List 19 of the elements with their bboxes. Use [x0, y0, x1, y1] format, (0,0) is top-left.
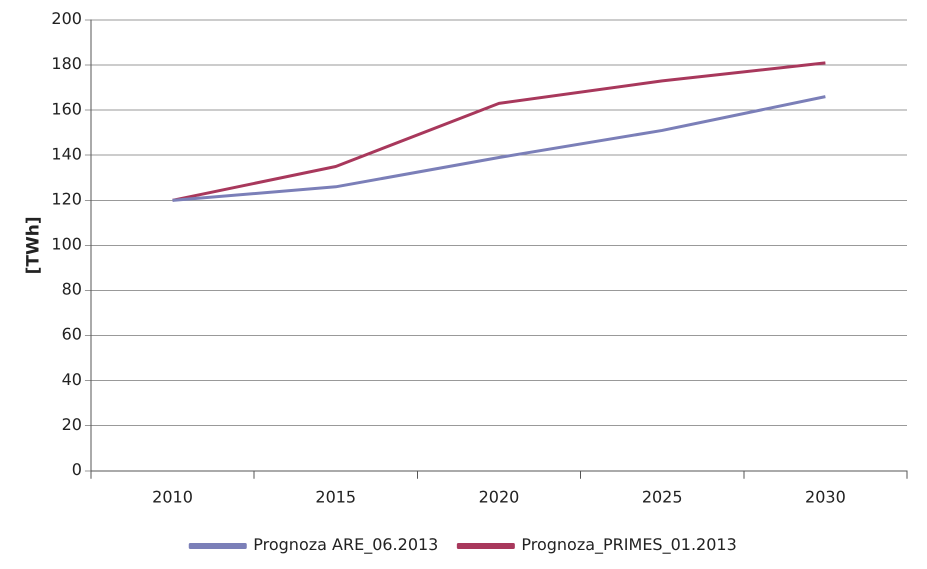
- y-tick-label: 60: [62, 324, 82, 344]
- y-tick-label: 100: [51, 234, 82, 254]
- y-tick-label: 0: [72, 460, 82, 479]
- x-tick-label: 2015: [315, 488, 356, 507]
- x-tick-label: 2030: [805, 488, 846, 507]
- legend-label: Prognoza_PRIMES_01.2013: [521, 535, 737, 554]
- y-tick-label: 20: [62, 414, 82, 434]
- x-tick-label: 2020: [478, 488, 520, 507]
- legend-label: Prognoza ARE_06.2013: [253, 535, 438, 554]
- y-tick-label: 140: [51, 144, 82, 164]
- y-tick-label: 200: [51, 9, 82, 28]
- y-axis-title: [TWh]: [24, 216, 44, 274]
- x-tick-label: 2025: [642, 488, 683, 507]
- y-tick-label: 120: [51, 189, 82, 208]
- y-tick-label: 40: [62, 370, 82, 389]
- y-tick-label: 80: [62, 280, 82, 299]
- y-tick-label: 180: [51, 54, 82, 74]
- y-tick-label: 160: [51, 99, 82, 118]
- x-tick-label: 2010: [152, 488, 193, 507]
